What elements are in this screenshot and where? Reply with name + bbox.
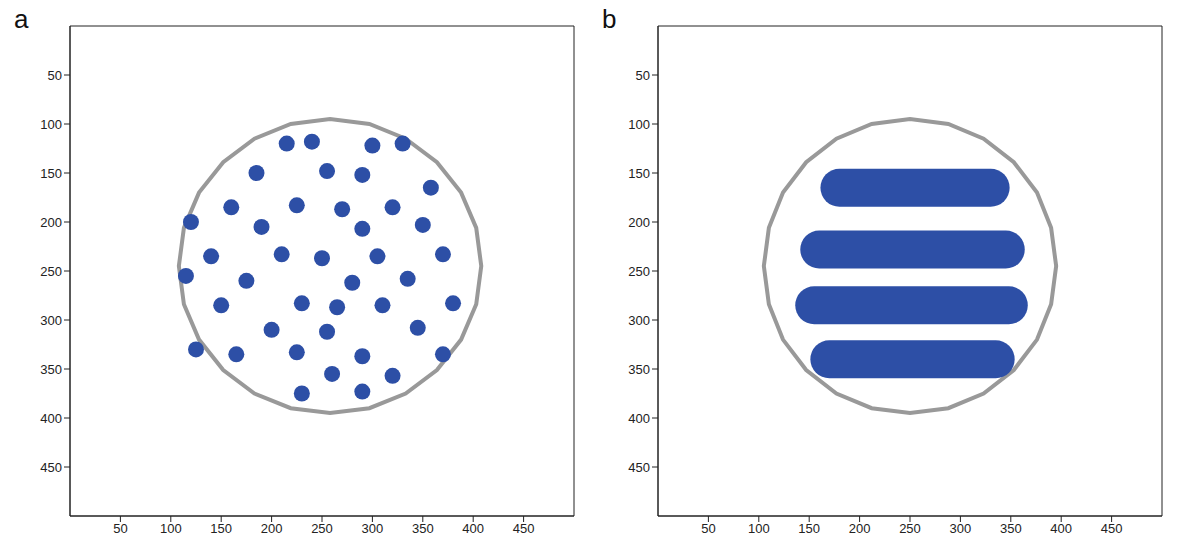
svg-text:100: 100	[628, 117, 650, 132]
svg-text:350: 350	[40, 362, 62, 377]
svg-text:300: 300	[628, 313, 650, 328]
svg-text:50: 50	[636, 68, 650, 83]
svg-text:400: 400	[1050, 521, 1072, 536]
svg-text:150: 150	[40, 166, 62, 181]
svg-text:50: 50	[48, 68, 62, 83]
svg-text:300: 300	[40, 313, 62, 328]
svg-text:200: 200	[849, 521, 871, 536]
html-text:b: b	[602, 4, 617, 34]
svg-text:150: 150	[798, 521, 820, 536]
svg-text:100: 100	[40, 117, 62, 132]
svg-text:400: 400	[628, 411, 650, 426]
svg-text:150: 150	[628, 166, 650, 181]
svg-text:250: 250	[899, 521, 921, 536]
svg-text:350: 350	[1000, 521, 1022, 536]
svg-text:250: 250	[40, 264, 62, 279]
svg-text:250: 250	[628, 264, 650, 279]
svg-text:450: 450	[40, 460, 62, 475]
svg-text:200: 200	[261, 521, 283, 536]
svg-text:300: 300	[362, 521, 384, 536]
svg-text:100: 100	[748, 521, 770, 536]
svg-text:450: 450	[1101, 521, 1123, 536]
svg-text:350: 350	[628, 362, 650, 377]
svg-text:200: 200	[40, 215, 62, 230]
svg-text:50: 50	[113, 521, 127, 536]
svg-text:450: 450	[628, 460, 650, 475]
svg-text:400: 400	[462, 521, 484, 536]
html-text:a: a	[14, 4, 29, 34]
svg-text:150: 150	[210, 521, 232, 536]
svg-text:50: 50	[701, 521, 715, 536]
svg-text:400: 400	[40, 411, 62, 426]
svg-text:100: 100	[160, 521, 182, 536]
svg-text:350: 350	[412, 521, 434, 536]
svg-text:300: 300	[950, 521, 972, 536]
svg-text:250: 250	[311, 521, 333, 536]
svg-text:200: 200	[628, 215, 650, 230]
svg-text:450: 450	[513, 521, 535, 536]
